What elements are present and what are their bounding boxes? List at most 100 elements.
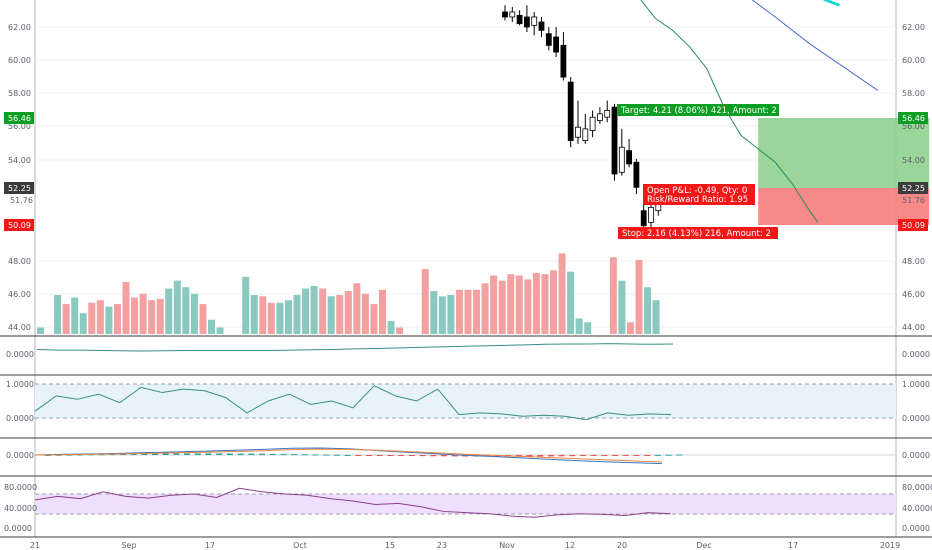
stop-price-tag-left xyxy=(4,219,34,231)
macd-histogram-bar xyxy=(366,455,372,456)
candle-up xyxy=(531,16,538,26)
x-tick-label: 2019 xyxy=(880,541,900,550)
macd-histogram-bar xyxy=(333,454,340,456)
macd-histogram-bar xyxy=(590,455,597,456)
y-tick-label-right: 44.00 xyxy=(902,323,925,332)
volume-bar xyxy=(208,319,215,334)
candle-down xyxy=(524,16,530,28)
obv-y-label-right: 0.0000 xyxy=(902,350,930,359)
macd-histogram-bar xyxy=(141,453,148,455)
y-tick-label-right: 58.00 xyxy=(902,89,925,98)
volume-bar xyxy=(310,285,318,334)
macd-histogram-bar xyxy=(184,453,191,455)
target-label: Target: 4.21 (8.06%) 421, Amount: 2 xyxy=(620,106,777,116)
macd-histogram-bar xyxy=(419,455,426,457)
y-tick-label-left: 46.00 xyxy=(8,290,31,299)
candle-down xyxy=(502,11,508,18)
macd-histogram-bar xyxy=(376,455,383,456)
y-tick-label-left: 51.76 xyxy=(10,196,33,205)
volume-bars xyxy=(37,253,660,334)
macd-histogram-bar xyxy=(66,454,73,456)
position-tool[interactable] xyxy=(758,118,930,225)
stop-label: Stop: 2.16 (4.13%) 216, Amount: 2 xyxy=(622,229,771,239)
macd-histogram-bar xyxy=(280,453,287,455)
candle-down xyxy=(538,21,545,31)
macd-histogram-bar xyxy=(162,453,169,455)
macd-histogram-bar xyxy=(216,453,223,455)
stop-label-box xyxy=(618,227,778,239)
volume-bar xyxy=(541,274,549,334)
y-tick-label-left: 48.00 xyxy=(8,257,31,266)
volume-bar xyxy=(567,271,575,334)
y-tick-label-right: 62.00 xyxy=(902,23,925,32)
macd-histogram-bar xyxy=(291,454,298,456)
x-tick-label: 23 xyxy=(437,541,447,550)
volume-bar xyxy=(105,306,113,334)
volume-bar xyxy=(473,289,481,334)
candle-down xyxy=(626,150,632,165)
macd-histogram-bar xyxy=(408,455,415,456)
macd-histogram-bar xyxy=(226,453,233,455)
macd-histogram-bar xyxy=(248,453,255,455)
volume-bar xyxy=(447,295,455,334)
volume-bar xyxy=(190,293,198,334)
macd-histogram-bar xyxy=(109,454,116,456)
volume-bar xyxy=(293,295,301,334)
volume-bar xyxy=(242,276,250,334)
y-tick-label-right: 46.00 xyxy=(902,290,925,299)
pnl-label-box xyxy=(643,184,755,205)
last-price-tag-left-text: 52.25 xyxy=(8,184,31,193)
volume-bar xyxy=(353,283,361,334)
volume-bar xyxy=(139,293,147,334)
macd-histogram-bar xyxy=(237,453,244,455)
volume-bar xyxy=(584,322,592,334)
volume-bar xyxy=(113,304,121,334)
rsi-y-label-right: 0.0000 xyxy=(902,524,930,533)
macd-signal-line xyxy=(34,448,663,463)
candle-down xyxy=(553,36,559,53)
volume-bar xyxy=(156,298,164,334)
macd-histogram-bar xyxy=(259,453,265,455)
volume-bar xyxy=(652,300,660,334)
loss-zone[interactable] xyxy=(758,188,930,225)
macd-histogram-bar xyxy=(205,453,212,455)
stop-price-tag-right xyxy=(898,219,928,231)
x-tick-label: Dec xyxy=(696,541,711,550)
y-tick-label-right: 51.76 xyxy=(902,196,925,205)
volume-bar xyxy=(336,295,344,334)
macd-histogram-bar xyxy=(440,455,447,457)
candle-down xyxy=(545,33,552,46)
macd-histogram-bar xyxy=(654,454,661,456)
macd-histogram-bar xyxy=(537,455,544,457)
volume-bar xyxy=(481,283,489,334)
candle-down xyxy=(516,14,523,25)
volume-bar xyxy=(387,321,395,334)
oscillator-band xyxy=(35,384,896,418)
macd-histogram-bar xyxy=(569,455,576,457)
volume-bar xyxy=(421,269,429,334)
candle-down xyxy=(640,210,647,227)
obv-y-label-left: 0.0000 xyxy=(6,350,34,359)
macd-histogram-bar xyxy=(451,455,458,457)
rsi-y-label-left: 40.0000 xyxy=(4,504,37,513)
x-tick-label: 17 xyxy=(788,541,798,550)
stop-price-tag-left-text: 50.09 xyxy=(8,221,31,230)
oscillator-y-label-right: 0.0000 xyxy=(902,414,930,423)
volume-bar xyxy=(498,280,506,334)
macd-histogram-bar xyxy=(130,453,137,455)
volume-bar xyxy=(250,295,258,334)
volume-bar xyxy=(532,272,540,334)
volume-bar xyxy=(618,280,626,334)
macd-histogram-bar xyxy=(676,454,683,456)
oscillator-y-label-right: 1.0000 xyxy=(902,380,930,389)
volume-bar xyxy=(319,288,327,334)
volume-bar xyxy=(71,297,79,334)
volume-bar xyxy=(182,287,190,334)
candle-up xyxy=(509,11,516,18)
volume-bar xyxy=(122,282,130,334)
volume-bar xyxy=(464,289,472,334)
macd-histogram-bar xyxy=(344,454,351,456)
volume-bar xyxy=(284,300,292,334)
